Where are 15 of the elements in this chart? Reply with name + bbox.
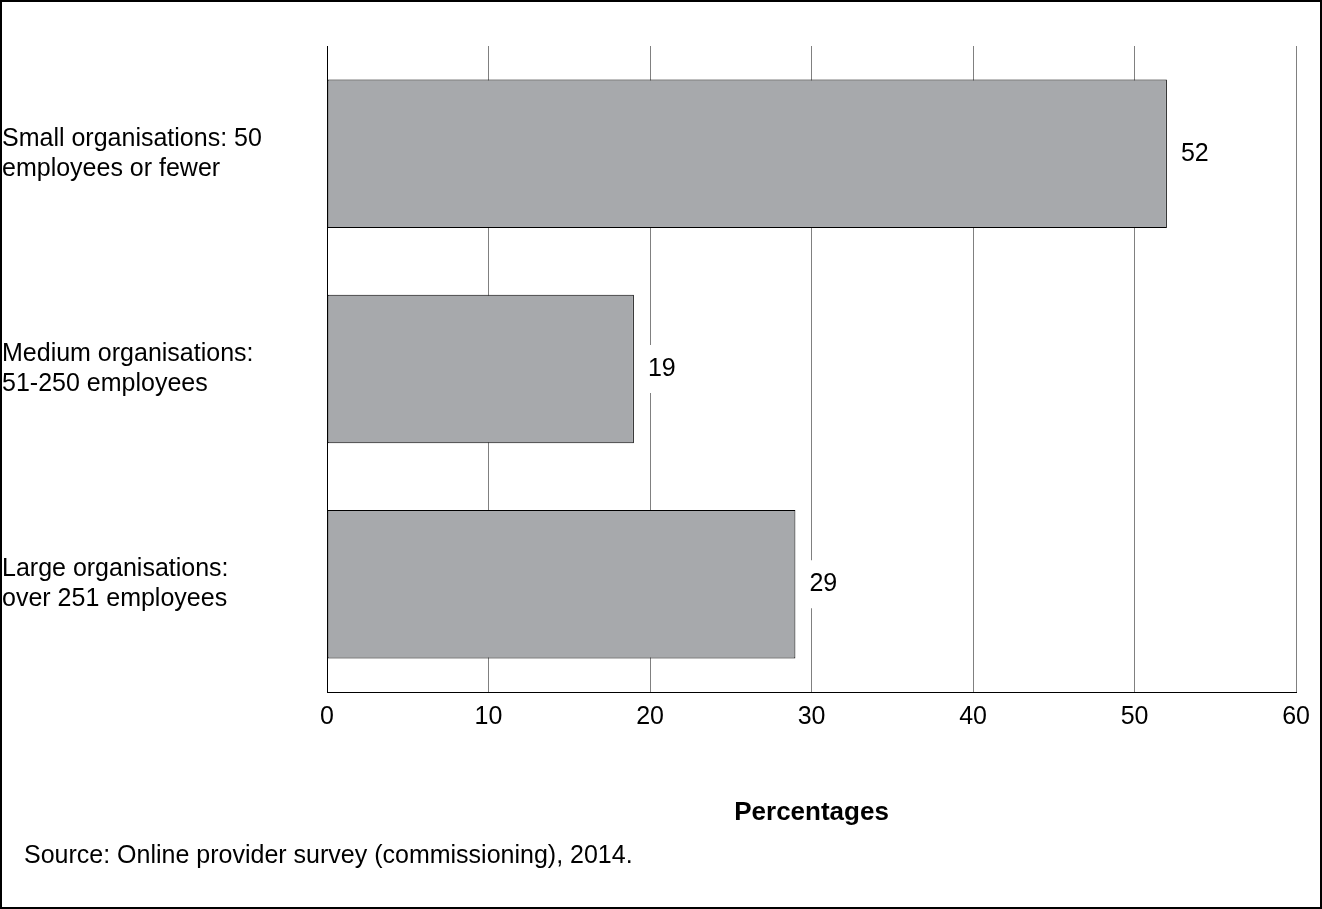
x-tick-label: 40 [959, 700, 987, 729]
x-tick-label: 60 [1282, 700, 1310, 729]
y-tick-label: Medium organisations: 51-250 employees [2, 337, 254, 396]
x-tick-label: 20 [636, 700, 664, 729]
source-note: Source: Online provider survey (commissioning), 2014. [24, 840, 633, 869]
x-tick-label: 0 [320, 700, 334, 729]
data-label: 29 [809, 568, 838, 597]
y-tick-label: Small organisations: 50 employees or fewer [2, 122, 262, 181]
x-axis-title: Percentages [734, 795, 889, 826]
x-tick-label: 30 [797, 700, 826, 729]
data-label: 52 [1180, 137, 1209, 166]
data-label: 19 [647, 352, 676, 381]
x-tick-label: 10 [474, 700, 503, 729]
x-tick-label: 50 [1120, 700, 1149, 729]
y-tick-label: Large organisations: over 251 employees [2, 553, 229, 612]
